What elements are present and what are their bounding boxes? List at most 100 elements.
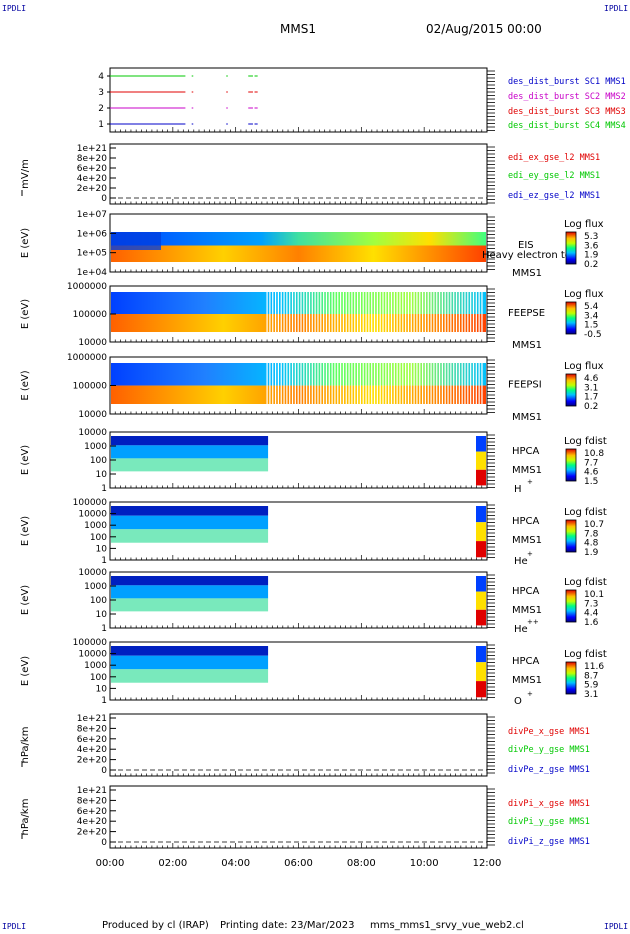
feepsi-panel-y-tick-label: 1000000 xyxy=(67,353,107,363)
time-axis-tick-label: 12:00 xyxy=(473,858,502,869)
divpe-panel-legend-entry: divPe_y_gse MMS1 xyxy=(508,745,590,755)
time-axis-tick-label: 00:00 xyxy=(96,858,125,869)
hpca-h-panel-top-band xyxy=(111,436,269,446)
hpca-o-panel-end-yellow xyxy=(476,662,486,682)
hpca-o-panel-end-blue xyxy=(476,646,486,663)
hpca-he-panel-colorbar-tick: 1.9 xyxy=(584,548,599,558)
feepsi-panel-colorbar-title: Log flux xyxy=(564,361,604,372)
eis-panel-colorbar-tick: 3.6 xyxy=(584,241,599,251)
hpca-hepp-panel-end-yellow xyxy=(476,591,486,610)
edi-panel-legend-entry: edi_ex_gse_l2 MMS1 xyxy=(508,153,600,163)
hpca-hepp-panel-end-red xyxy=(476,609,486,626)
feepsi-panel-y-tick-label: 10000 xyxy=(78,410,107,420)
date-title: 02/Aug/2015 00:00 xyxy=(426,22,542,36)
edi-panel-legend-entry: edi_ey_gse_l2 MMS1 xyxy=(508,171,600,181)
burst-y-tick-label: 4 xyxy=(98,72,104,82)
edi-panel-y-axis-label: mV/m xyxy=(20,159,31,189)
divpi-panel-y-tick-label: 8e+20 xyxy=(77,796,108,806)
hpca-h-panel-y-tick-label: 100 xyxy=(90,456,107,466)
divpe-panel-y-tick-label: 1e+21 xyxy=(77,714,107,724)
hpca-hepp-panel-label-charge: ++ xyxy=(527,618,539,626)
hpca-hepp-panel-end-blue xyxy=(476,576,486,592)
hpca-hepp-panel-colorbar xyxy=(565,589,577,623)
feepse-panel-y-tick-label: 100000 xyxy=(73,310,108,320)
burst-y-tick-label: 3 xyxy=(98,88,104,98)
eis-panel-colorbar-tick: 0.2 xyxy=(584,260,598,270)
watermark-top-right: IPDLI xyxy=(604,4,629,13)
hpca-hepp-panel-colorbar-title: Log fdist xyxy=(564,577,607,588)
eis-panel-label-species: Heavy electron to xyxy=(482,250,571,261)
hpca-o-panel-label-charge: + xyxy=(527,690,533,698)
eis-panel-y-tick-label: 1e+04 xyxy=(77,268,108,278)
burst-legend-entry: des_dist_burst SC2 MMS2 xyxy=(508,92,626,102)
hpca-hepp-panel-colorbar-tick: 4.4 xyxy=(584,609,599,619)
burst-panel-frame xyxy=(109,67,488,133)
feepse-panel-colorbar-title: Log flux xyxy=(564,289,604,300)
feepsi-panel-y-axis-label: E (eV) xyxy=(20,370,31,400)
hpca-o-panel-label-instrument: HPCA xyxy=(512,656,540,667)
eis-panel-y-tick-label: 1e+05 xyxy=(77,249,107,259)
divpe-panel-y-tick-label: 0 xyxy=(101,766,107,776)
hpca-he-panel-y-tick-label: 100 xyxy=(90,533,107,543)
hpca-o-panel-y-tick-label: 100000 xyxy=(73,638,108,648)
hpca-o-panel-colorbar-title: Log fdist xyxy=(564,649,607,660)
hpca-hepp-panel-label-spacecraft: MMS1 xyxy=(512,605,542,616)
hpca-hepp-panel-label-instrument: HPCA xyxy=(512,586,540,597)
eis-panel-label-spacecraft: MMS1 xyxy=(512,268,542,279)
hpca-h-panel-y-tick-label: 1 xyxy=(101,484,107,494)
hpca-o-panel-mid-band xyxy=(111,655,269,670)
hpca-he-panel-y-axis-label: E (eV) xyxy=(20,516,31,546)
hpca-hepp-panel-y-tick-label: 100 xyxy=(90,596,107,606)
hpca-hepp-panel-colorbar-tick: 10.1 xyxy=(584,590,604,600)
hpca-o-panel-top-band xyxy=(111,646,269,656)
divpi-panel-legend-entry: divPi_y_gse MMS1 xyxy=(508,817,590,827)
eis-panel-label-instrument: EIS xyxy=(518,240,534,251)
hpca-o-panel-colorbar-tick: 5.9 xyxy=(584,681,599,691)
hpca-he-panel-colorbar-tick: 7.8 xyxy=(584,529,599,539)
footer-printing-date: Printing date: 23/Mar/2023 xyxy=(220,920,355,931)
burst-legend-entry: des_dist_burst SC1 MMS1 xyxy=(508,77,626,87)
spacecraft-title: MMS1 xyxy=(280,22,316,36)
hpca-he-panel-y-tick-label: 1000 xyxy=(84,521,107,531)
burst-y-tick-label: 2 xyxy=(98,104,104,114)
divpi-panel-y-tick-label: 1e+21 xyxy=(77,786,107,796)
feepsi-panel-colorbar-tick: 1.7 xyxy=(584,393,598,403)
hpca-o-panel-colorbar xyxy=(565,661,577,695)
hpca-o-panel-colorbar-tick: 3.1 xyxy=(584,690,598,700)
burst-y-tick-label: 1 xyxy=(98,120,104,130)
feepse-panel-colorbar xyxy=(565,301,577,335)
hpca-h-panel-label-charge: + xyxy=(527,478,533,486)
footer-producer: Produced by cl (IRAP) xyxy=(102,920,209,931)
hpca-h-panel-y-axis-label: E (eV) xyxy=(20,445,31,475)
feepsi-panel-y-tick-label: 100000 xyxy=(73,382,108,392)
hpca-he-panel-y-tick-label: 10000 xyxy=(78,510,107,520)
feepse-panel-colorbar-tick: -0.5 xyxy=(584,330,602,340)
hpca-o-panel-y-tick-label: 10000 xyxy=(78,650,107,660)
hpca-h-panel-label-ion: H xyxy=(514,484,522,495)
feepse-panel-colorbar-tick: 1.5 xyxy=(584,321,598,331)
hpca-o-panel-end-red xyxy=(476,681,486,698)
hpca-o-panel-low-band xyxy=(111,669,269,683)
time-axis-tick-label: 02:00 xyxy=(158,858,187,869)
hpca-hepp-panel-top-band xyxy=(111,576,269,586)
hpca-h-panel-colorbar xyxy=(565,448,577,482)
hpca-he-panel-y-tick-label: 1 xyxy=(101,556,107,566)
edi-panel-y-tick-label: 0 xyxy=(101,194,107,204)
edi-panel-y-tick-label: 6e+20 xyxy=(77,164,108,174)
feepse-panel-y-tick-label: 10000 xyxy=(78,338,107,348)
divpe-panel-legend-entry: divPe_z_gse MMS1 xyxy=(508,765,590,775)
hpca-hepp-panel-y-tick-label: 10 xyxy=(96,610,108,620)
feepsi-panel-colorbar xyxy=(565,373,577,407)
hpca-o-panel-label-spacecraft: MMS1 xyxy=(512,675,542,686)
hpca-hepp-panel-colorbar-tick: 7.3 xyxy=(584,599,598,609)
hpca-he-panel-colorbar-tick: 10.7 xyxy=(584,520,604,530)
divpe-panel-frame xyxy=(109,713,488,777)
hpca-he-panel-mid-band xyxy=(111,515,269,530)
divpi-panel-y-tick-label: 0 xyxy=(101,838,107,848)
footer-filename: mms_mms1_srvy_vue_web2.cl xyxy=(370,920,524,931)
divpi-panel-y-tick-label: 4e+20 xyxy=(77,817,108,827)
hpca-hepp-panel-colorbar-tick: 1.6 xyxy=(584,618,599,628)
watermark-bottom-right: IPDLI xyxy=(604,922,629,931)
burst-legend-entry: des_dist_burst SC3 MMS3 xyxy=(508,107,626,117)
divpe-panel-y-tick-label: 6e+20 xyxy=(77,735,108,745)
